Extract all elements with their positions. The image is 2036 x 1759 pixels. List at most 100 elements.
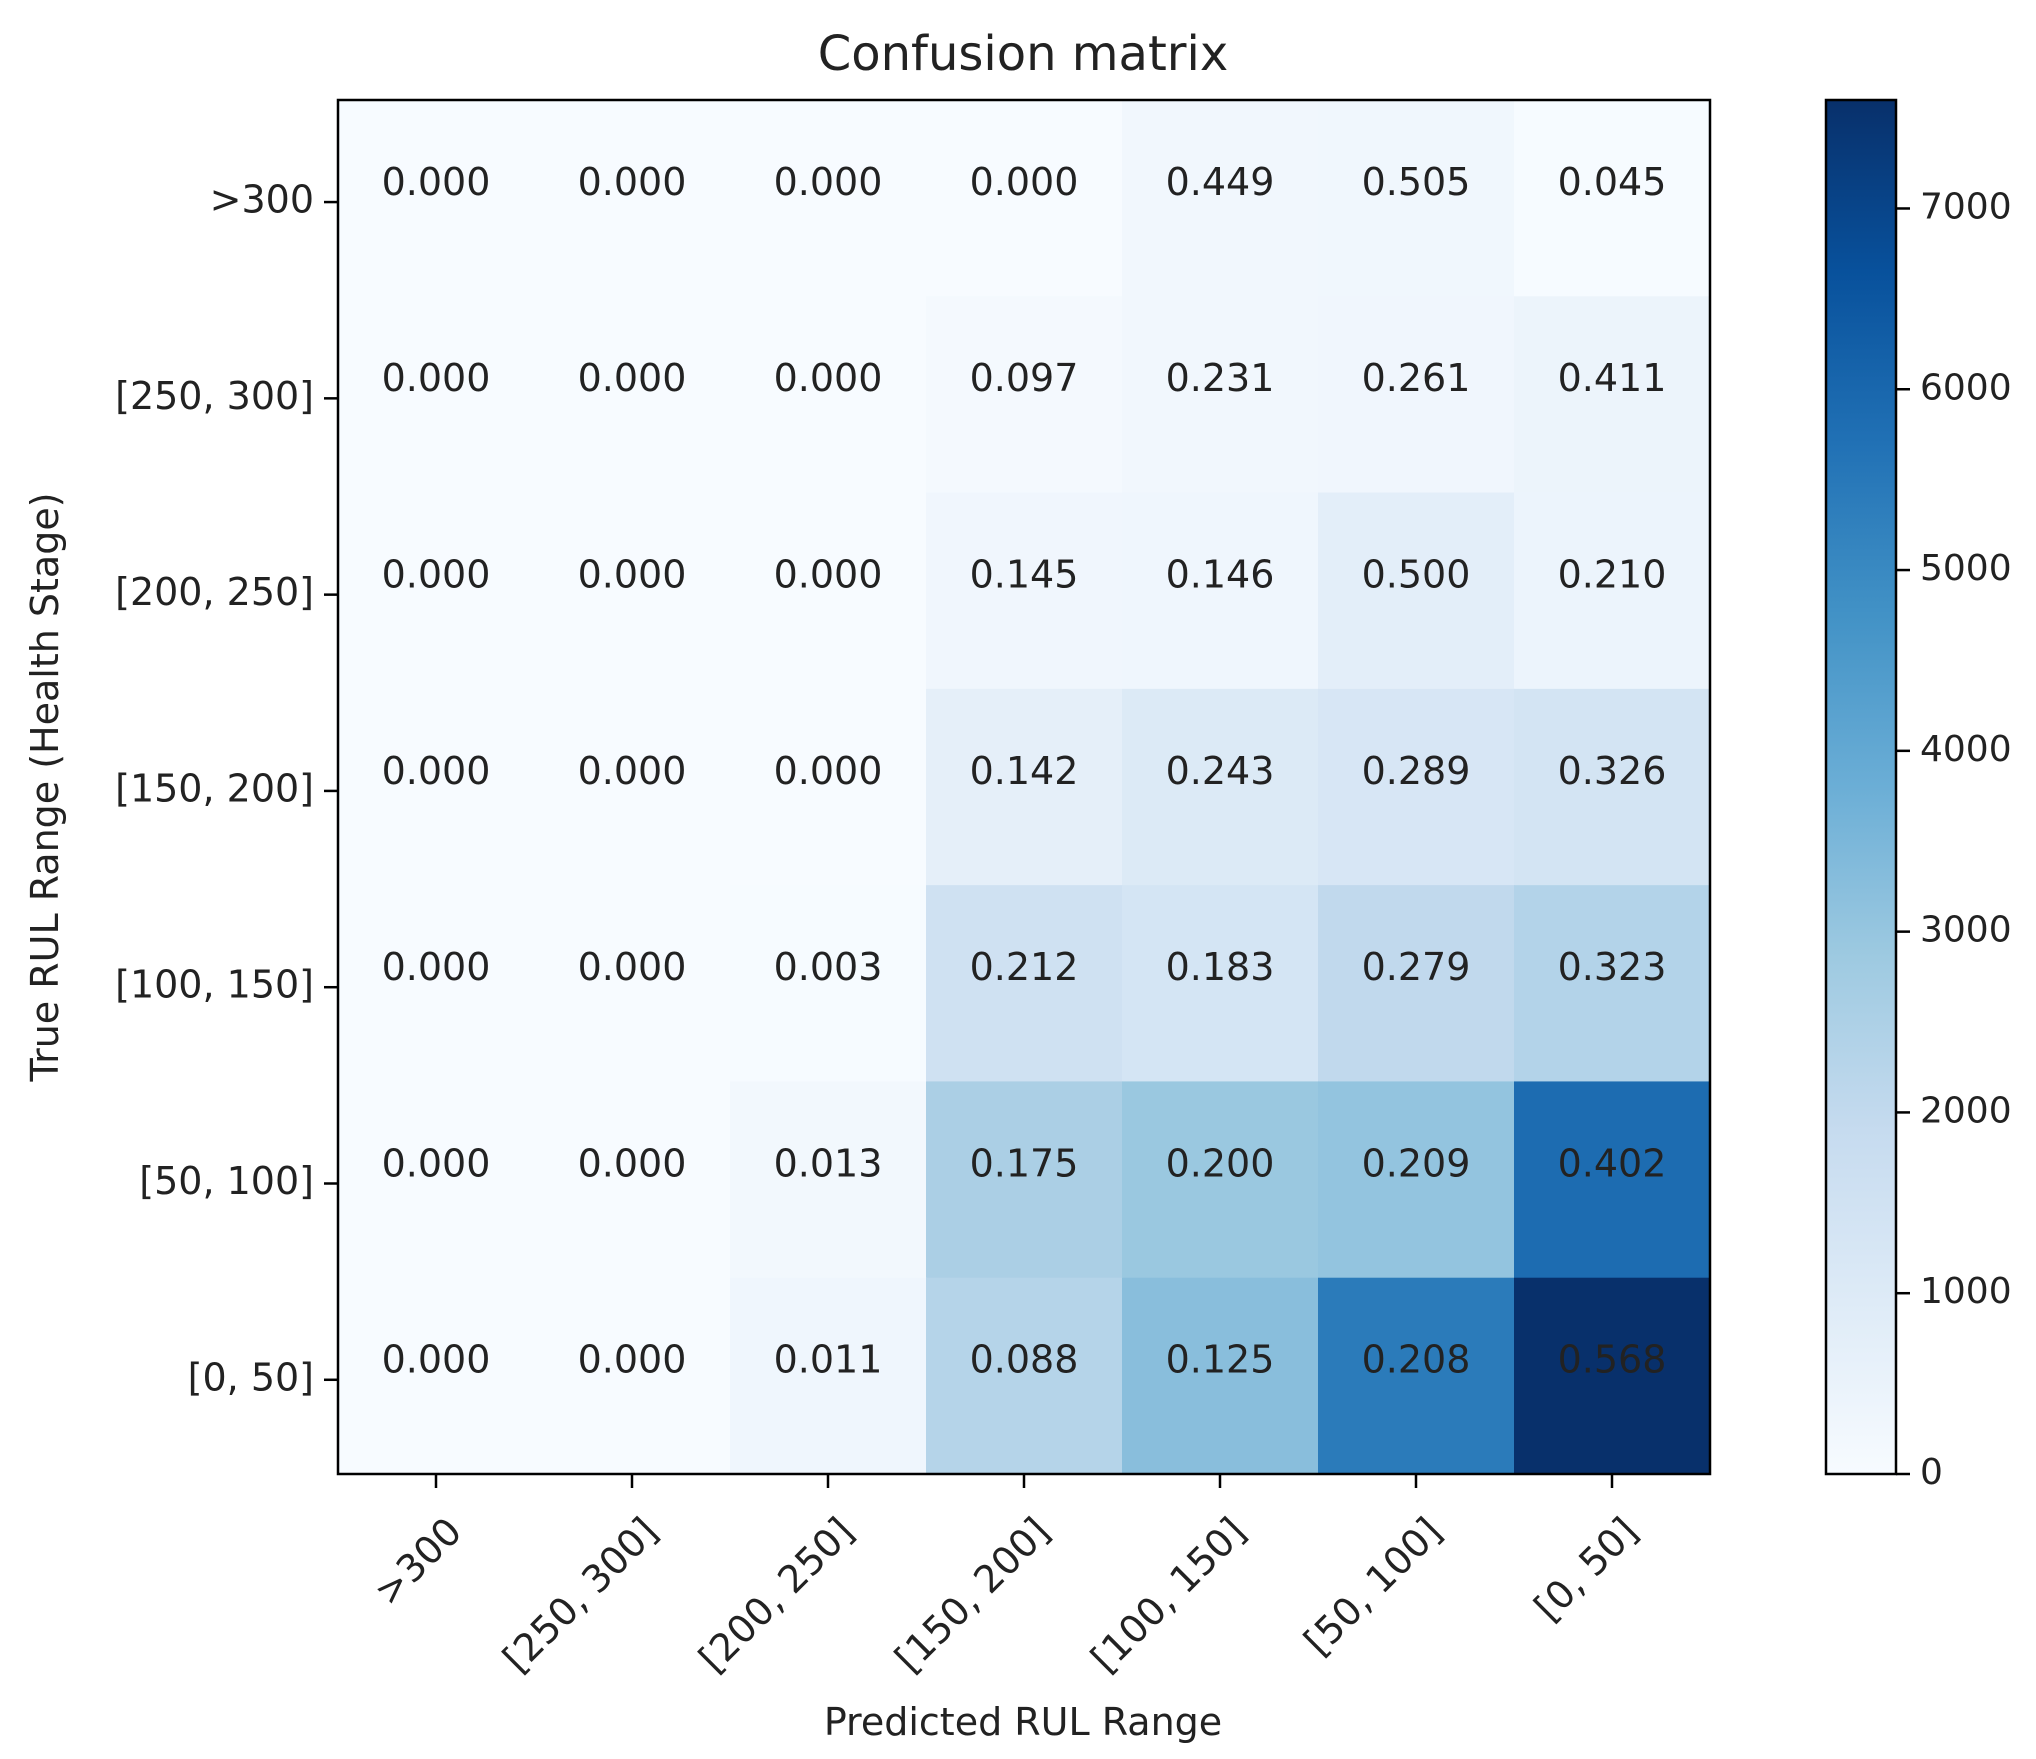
heatmap-cell — [338, 688, 535, 886]
heatmap-cell — [1122, 688, 1319, 886]
cell-value-label: 0.000 — [774, 552, 883, 596]
cell-value-label: 0.000 — [774, 160, 883, 204]
heatmap-cell — [534, 492, 731, 690]
cell-value-label: 0.279 — [1362, 945, 1471, 989]
cell-value-label: 0.097 — [970, 356, 1079, 400]
y-tick-label: [250, 300] — [115, 374, 314, 418]
heatmap-cell — [926, 1277, 1123, 1475]
heatmap-cell — [1122, 100, 1319, 297]
heatmap-cell — [534, 1277, 731, 1475]
heatmap-cell — [730, 1081, 927, 1279]
y-tick-label: [200, 250] — [115, 570, 314, 614]
heatmap-cell — [1514, 100, 1711, 297]
heatmap-cell — [926, 688, 1123, 886]
cell-value-label: 0.013 — [774, 1141, 883, 1185]
heatmap-cell — [338, 492, 535, 690]
y-tick-label: [150, 200] — [115, 766, 314, 810]
colorbar-ticks: 0 1000 2000 3000 4000 5000 6000 7000 — [1896, 186, 2012, 1493]
colorbar-gradient — [1824, 98, 1898, 1476]
heatmap-cell — [1514, 1081, 1711, 1279]
heatmap-cell — [1514, 492, 1711, 690]
heatmap-cell — [730, 492, 927, 690]
heatmap-cell — [534, 1081, 731, 1279]
cell-value-label: 0.500 — [1362, 552, 1471, 596]
cell-value-label: 0.000 — [578, 1141, 687, 1185]
cell-value-label: 0.323 — [1558, 945, 1667, 989]
cell-value-label: 0.568 — [1558, 1338, 1667, 1382]
x-tick-label: [150, 200] — [886, 1509, 1058, 1681]
x-tick-label: [250, 300] — [494, 1509, 666, 1681]
x-axis-label: Predicted RUL Range — [824, 1700, 1222, 1744]
cell-value-label: 0.045 — [1558, 160, 1667, 204]
x-axis-ticks: >300 [250, 300] [200, 250] [150, 200] [100, … — [365, 1474, 1646, 1681]
cell-value-label: 0.505 — [1362, 160, 1471, 204]
cell-value-label: 0.231 — [1166, 356, 1275, 400]
colorbar-tick-label: 5000 — [1920, 548, 2012, 589]
cell-value-label: 0.011 — [774, 1338, 883, 1382]
cell-value-label: 0.000 — [578, 749, 687, 793]
colorbar-tick-label: 3000 — [1920, 910, 2012, 951]
cell-value-label: 0.289 — [1362, 749, 1471, 793]
cell-value-label: 0.000 — [382, 1338, 491, 1382]
heatmap-cell — [1318, 1277, 1515, 1475]
cell-value-label: 0.000 — [774, 356, 883, 400]
cell-value-label: 0.000 — [382, 356, 491, 400]
heatmap-cell — [1318, 100, 1515, 297]
heatmap-cell — [926, 296, 1123, 494]
heatmap-cell — [730, 296, 927, 494]
x-tick-label: [0, 50] — [1526, 1509, 1646, 1629]
cell-value-label: 0.145 — [970, 552, 1079, 596]
heatmap-cell — [338, 1081, 535, 1279]
cell-value-label: 0.000 — [382, 749, 491, 793]
cell-value-label: 0.000 — [382, 945, 491, 989]
heatmap-cell — [534, 688, 731, 886]
cell-value-label: 0.088 — [970, 1338, 1079, 1382]
cell-value-label: 0.000 — [578, 160, 687, 204]
heatmap-cell — [1122, 1277, 1319, 1475]
heatmap-cell — [1122, 296, 1319, 494]
cell-value-label: 0.208 — [1362, 1338, 1471, 1382]
y-tick-label: >300 — [210, 178, 314, 222]
cell-value-label: 0.411 — [1558, 356, 1667, 400]
colorbar-tick-label: 1000 — [1920, 1271, 2012, 1312]
heatmap-cell — [1318, 1081, 1515, 1279]
heatmap-cell — [730, 885, 927, 1083]
colorbar: 0 1000 2000 3000 4000 5000 6000 7000 — [1824, 98, 2012, 1493]
heatmap-cell — [534, 885, 731, 1083]
cell-value-label: 0.000 — [382, 160, 491, 204]
chart-title: Confusion matrix — [818, 26, 1228, 82]
heatmap-cell — [338, 885, 535, 1083]
x-tick-label: [200, 250] — [690, 1509, 862, 1681]
y-axis-ticks: >300 [250, 300] [200, 250] [150, 200] [100, … — [115, 178, 338, 1399]
colorbar-tick-label: 7000 — [1920, 186, 2012, 227]
heatmap-cell-labels: 0.000 0.000 0.000 0.000 0.449 0.505 0.045 0.000… — [382, 160, 1667, 1382]
heatmap-cell — [1514, 1277, 1711, 1475]
heatmap-cell — [1514, 688, 1711, 886]
cell-value-label: 0.000 — [578, 356, 687, 400]
cell-value-label: 0.125 — [1166, 1338, 1275, 1382]
cell-value-label: 0.210 — [1558, 552, 1667, 596]
cell-value-label: 0.000 — [774, 749, 883, 793]
cell-value-label: 0.003 — [774, 945, 883, 989]
cell-value-label: 0.200 — [1166, 1141, 1275, 1185]
cell-value-label: 0.142 — [970, 749, 1079, 793]
heatmap-cell — [1122, 1081, 1319, 1279]
colorbar-tick-label: 0 — [1920, 1452, 1943, 1493]
heatmap-cell — [338, 296, 535, 494]
heatmap-cell — [730, 100, 927, 297]
cell-value-label: 0.209 — [1362, 1141, 1471, 1185]
heatmap-cell — [926, 1081, 1123, 1279]
x-tick-label: >300 — [365, 1509, 470, 1614]
cell-value-label: 0.261 — [1362, 356, 1471, 400]
heatmap-cell — [534, 296, 731, 494]
heatmap-cell — [1514, 885, 1711, 1083]
heatmap-cell — [730, 688, 927, 886]
colorbar-tick-label: 6000 — [1920, 367, 2012, 408]
cell-value-label: 0.000 — [578, 552, 687, 596]
colorbar-tick-label: 4000 — [1920, 729, 2012, 770]
y-tick-label: [50, 100] — [139, 1159, 314, 1203]
heatmap-cell — [926, 885, 1123, 1083]
y-tick-label: [0, 50] — [188, 1355, 314, 1399]
heatmap-cells — [338, 100, 1711, 1475]
